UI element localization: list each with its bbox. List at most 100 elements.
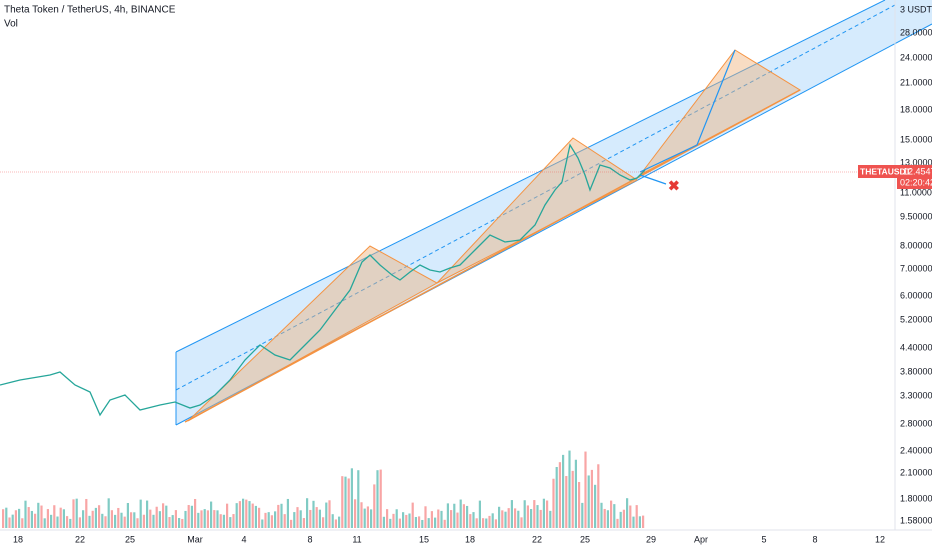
volume-bar: [354, 499, 357, 528]
volume-bar: [462, 504, 465, 528]
volume-bar: [450, 510, 453, 528]
volume-bar: [267, 512, 270, 528]
price-label: 9.50000: [900, 211, 932, 221]
time-label: 22: [532, 534, 542, 544]
volume-bar: [376, 470, 379, 528]
volume-bar: [539, 509, 542, 528]
volume-bar: [498, 506, 501, 528]
volume-bar: [549, 510, 552, 528]
time-label: 8: [307, 534, 312, 544]
time-label: 5: [761, 534, 766, 544]
volume-bar: [104, 516, 107, 528]
volume-bar: [318, 509, 321, 528]
volume-bar: [357, 470, 360, 528]
volume-bar: [82, 510, 85, 528]
volume-bar: [277, 504, 280, 528]
volume-bar: [232, 514, 235, 528]
price-label: 24.00000: [900, 52, 932, 62]
volume-bar: [213, 510, 216, 528]
volume-bar: [203, 509, 206, 528]
price-label: 8.00000: [900, 240, 932, 250]
volume-bar: [466, 505, 469, 528]
volume-bar: [187, 505, 190, 528]
volume-bar: [427, 518, 430, 528]
volume-bar: [299, 510, 302, 528]
volume-bar: [600, 502, 603, 528]
price-label: 6.00000: [900, 290, 932, 300]
volume-bar: [562, 454, 565, 528]
volume-bar: [581, 502, 584, 528]
volume-bar: [408, 513, 411, 528]
volume-bar: [504, 511, 507, 528]
volume-bar: [56, 516, 59, 528]
volume-bar: [472, 512, 475, 528]
volume-bar: [622, 509, 625, 528]
volume-bar: [373, 484, 376, 528]
time-label: Mar: [187, 534, 203, 544]
volume-bar: [565, 476, 568, 528]
volume-bar: [123, 516, 126, 528]
price-label: 2.10000: [900, 467, 932, 477]
volume-bar: [165, 505, 168, 528]
volume-bar: [91, 510, 94, 528]
volume-bar: [494, 519, 497, 528]
volume-bar: [533, 500, 536, 528]
volume-bar: [37, 502, 40, 528]
volume-bar: [146, 500, 149, 528]
volume-bar: [34, 513, 37, 528]
volume-bar: [229, 517, 232, 528]
channel-fill: [176, 0, 932, 425]
volume-bar: [434, 517, 437, 528]
price-label: 2.80000: [900, 418, 932, 428]
volume-bar: [453, 503, 456, 528]
price-label: 1.80000: [900, 493, 932, 503]
volume-bar: [437, 509, 440, 528]
volume-bar: [200, 510, 203, 528]
time-label: 8: [812, 534, 817, 544]
volume-bar: [370, 509, 373, 528]
volume-bar: [331, 514, 334, 528]
volume-bar: [155, 506, 158, 528]
volume-bar: [40, 505, 43, 528]
volume-bar: [69, 518, 72, 528]
time-label: 29: [646, 534, 656, 544]
volume-bar: [11, 514, 14, 528]
volume-bar: [238, 501, 241, 528]
volume-bar: [325, 502, 328, 528]
volume-bar: [280, 503, 283, 528]
volume-bar: [8, 517, 11, 528]
price-path: [0, 143, 646, 417]
volume-bar: [43, 518, 46, 528]
volume-bar: [293, 512, 296, 528]
volume-bar: [162, 503, 165, 528]
volume-bar: [469, 514, 472, 528]
volume-bar: [149, 509, 152, 528]
volume-bar: [478, 500, 481, 528]
price-label: 15.00000: [900, 134, 932, 144]
volume-bar: [136, 518, 139, 528]
volume-bar: [514, 508, 517, 528]
volume-bar: [264, 512, 267, 528]
time-label: 15: [419, 534, 429, 544]
volume-bar: [578, 482, 581, 528]
channel-upper: [175, 0, 886, 353]
volume-bar: [536, 505, 539, 528]
volume-bar: [98, 505, 101, 528]
volume-bar: [50, 514, 53, 528]
alt-projection: [639, 174, 667, 185]
volume-bar: [542, 498, 545, 528]
price-label: 5.20000: [900, 314, 932, 324]
volume-bar: [395, 509, 398, 528]
volume-bar: [245, 499, 248, 528]
volume-bar: [594, 484, 597, 528]
volume-bar: [475, 518, 478, 528]
time-label: 22: [75, 534, 85, 544]
volume-bar: [488, 515, 491, 528]
volume-bar: [446, 503, 449, 528]
volume-bar: [363, 508, 366, 528]
volume-bar: [610, 500, 613, 528]
volume-bar: [190, 505, 193, 528]
volume-bar: [222, 514, 225, 528]
volume-bar: [75, 498, 78, 528]
volume-bar: [254, 505, 257, 528]
